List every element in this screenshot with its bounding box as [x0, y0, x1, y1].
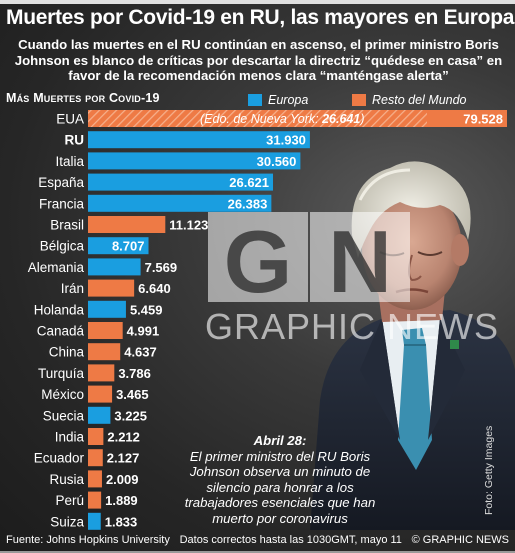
category-label: Turquía: [38, 366, 85, 381]
footer: Fuente: Johns Hopkins University Datos c…: [6, 534, 509, 546]
category-label: Bélgica: [40, 239, 85, 254]
value-label: 3.786: [118, 366, 151, 381]
value-label: 4.637: [124, 345, 157, 360]
value-label: 26.383: [228, 196, 268, 211]
photo-caption: Abril 28: El primer ministro del RU Bori…: [175, 433, 385, 527]
bar-españa: [88, 173, 274, 191]
value-label: 1.889: [105, 493, 138, 508]
bottom-rule: [0, 551, 515, 553]
value-label: 79.528: [463, 112, 503, 127]
bar-chart: EUA (Edo. de Nueva York: 26.641) 79.528 RU 3…: [28, 110, 507, 530]
new-york-annotation: (Edo. de Nueva York: 26.641): [200, 112, 364, 126]
svg-text:G: G: [224, 212, 292, 311]
value-label: 7.569: [145, 260, 178, 275]
category-label: Holanda: [34, 302, 85, 317]
bar-eua-end: [427, 110, 507, 127]
hair: [351, 161, 471, 258]
category-label: Alemania: [28, 260, 85, 275]
legend-rest-swatch: [352, 94, 366, 106]
value-label: 4.991: [127, 324, 160, 339]
chart-heading-text: Más Muertes por Covid-19: [6, 91, 160, 105]
caption-text: El primer ministro del RU Boris Johnson …: [184, 448, 376, 526]
footer-copyright: © GRAPHIC NEWS: [411, 534, 509, 546]
legend-europe-swatch: [248, 94, 262, 106]
category-label: Brasil: [50, 218, 84, 233]
caption-date: Abril 28:: [253, 433, 307, 448]
category-label: Ecuador: [34, 451, 85, 466]
category-label: Canadá: [37, 324, 85, 339]
value-label: 2.009: [106, 472, 139, 487]
category-label: México: [41, 387, 84, 402]
bar-francia: [88, 194, 272, 212]
value-label: 30.560: [257, 154, 297, 169]
deck: Cuando las muertes en el RU continúan en…: [14, 37, 503, 83]
value-label: 3.225: [114, 408, 147, 423]
bar-holanda: [88, 300, 126, 318]
category-label: India: [55, 430, 85, 445]
bar-turquía: [88, 364, 115, 382]
footer-note: Datos correctos hasta las 1030GMT, mayo …: [179, 534, 402, 546]
category-label: Perú: [55, 493, 84, 508]
legend-europe-label: Europa: [268, 93, 309, 107]
value-label: 8.707: [112, 239, 145, 254]
svg-text:N: N: [328, 212, 392, 311]
category-label: Italia: [55, 154, 84, 169]
value-label: 26.621: [229, 175, 269, 190]
bar-china: [88, 343, 121, 361]
value-label: 1.833: [105, 514, 138, 529]
chart-heading: Más Muertes por Covid-19: [6, 91, 160, 105]
bar-suiza: [88, 512, 101, 530]
value-label: 31.930: [266, 133, 306, 148]
bar-irán: [88, 279, 135, 297]
bar-bélgica: [88, 237, 149, 255]
category-label: Suiza: [50, 514, 84, 529]
footer-source: Fuente: Johns Hopkins University: [6, 534, 170, 546]
top-rule: [0, 0, 515, 4]
bar-méxico: [88, 385, 113, 403]
category-label: España: [38, 175, 84, 190]
value-label: 3.465: [116, 387, 149, 402]
bar-ecuador: [88, 449, 103, 467]
legend-europe: Europa: [248, 93, 308, 107]
bar-canadá: [88, 322, 123, 339]
bar-india: [88, 428, 104, 445]
legend-rest-label: Resto del Mundo: [372, 93, 467, 107]
graphic-news-logo-watermark: G N: [208, 212, 410, 311]
headline: Muertes por Covid-19 en RU, las mayores …: [6, 6, 515, 29]
value-label: 11.123: [169, 218, 208, 233]
value-label: 6.640: [138, 281, 171, 296]
bar-ru: [88, 131, 310, 149]
bar-italia: [88, 152, 301, 170]
legend-rest: Resto del Mundo: [352, 93, 467, 107]
category-label: China: [49, 345, 85, 360]
tie: [398, 328, 432, 470]
category-label: Suecia: [43, 408, 85, 423]
bar-perú: [88, 491, 102, 509]
bar-brasil: [88, 216, 166, 233]
bar-alemania: [88, 258, 141, 276]
value-label: 2.212: [107, 430, 140, 445]
category-label: Francia: [39, 196, 85, 211]
category-label: Rusia: [49, 472, 84, 487]
bar-eua: [88, 110, 507, 127]
value-label: 5.459: [130, 302, 163, 317]
bar-suecia: [88, 406, 111, 424]
bar-rusia: [88, 470, 102, 488]
graphic-news-watermark-text: GRAPHIC NEWS: [205, 306, 500, 347]
photo-credit: Foto: Getty Images: [483, 425, 495, 515]
category-label: Irán: [61, 281, 84, 296]
category-label: EUA: [56, 112, 84, 127]
category-label: RU: [65, 133, 85, 148]
value-label: 2.127: [107, 451, 140, 466]
